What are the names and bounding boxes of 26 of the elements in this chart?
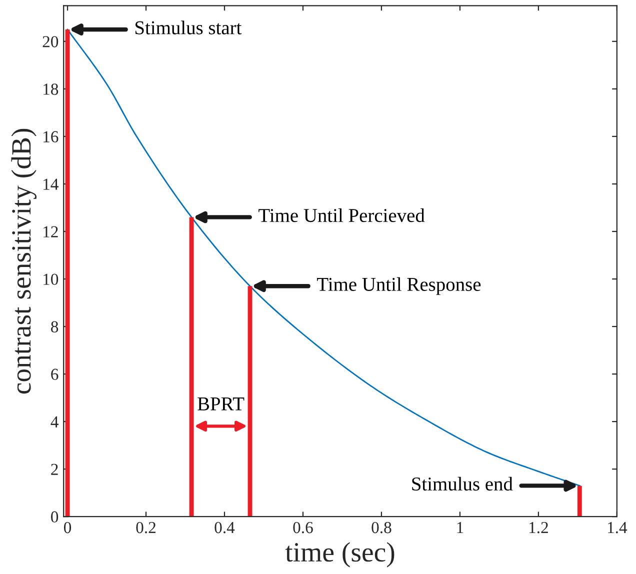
y-tick-label: 8 xyxy=(51,321,58,332)
y-tick-label: 18 xyxy=(44,84,58,95)
x-tick-label: 0.6 xyxy=(293,522,313,534)
y-tick-label: 16 xyxy=(44,131,58,142)
y-tick-label: 14 xyxy=(44,178,58,190)
annotation: Stimulus start xyxy=(135,20,242,34)
x-tick-label: 0 xyxy=(64,522,72,534)
x-tick-label: 1 xyxy=(457,522,464,534)
annotation: BPRT xyxy=(198,398,244,410)
y-tick-label: 4 xyxy=(50,416,58,428)
x-tick-label: 0.2 xyxy=(136,522,156,534)
y-tick-label: 6 xyxy=(51,368,58,380)
x-axis-title: time (sec) xyxy=(285,542,394,568)
annotation: Time Until Response xyxy=(317,277,481,295)
y-tick-label: 20 xyxy=(42,36,58,48)
x-tick-label: 1.2 xyxy=(529,522,548,534)
x-tick-label: 0.8 xyxy=(372,522,392,534)
y-axis-title: contrast sensitivity (dB) xyxy=(11,128,37,394)
y-tick-label: 2 xyxy=(51,464,58,475)
y-tick-label: 0 xyxy=(51,511,58,523)
x-tick-label: 0.4 xyxy=(214,522,235,534)
y-tick-label: 12 xyxy=(44,226,58,238)
annotation: Time Until Percieved xyxy=(258,208,425,222)
x-tick-label: 1.4 xyxy=(608,522,628,534)
annotation: Stimulus end xyxy=(412,476,513,491)
y-tick-label: 10 xyxy=(44,274,58,285)
